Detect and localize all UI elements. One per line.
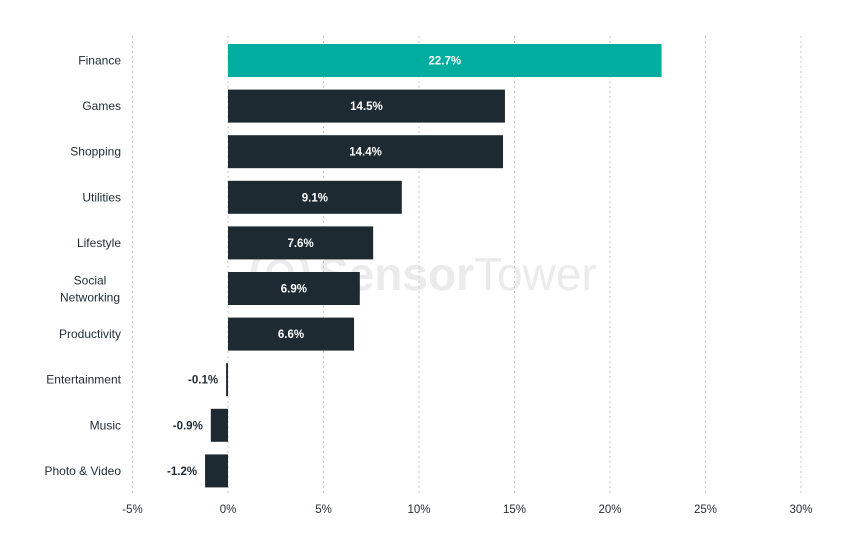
x-tick-label: 0% [220, 504, 237, 516]
x-tick-label: 20% [598, 504, 621, 516]
x-tick-label: 25% [694, 504, 717, 516]
bar-value-label: 14.4% [349, 147, 382, 159]
bars: 22.7% 14.5% 14.4% 9.1% 7.6% 6.9% 6.6% -0.1% -0.9… [167, 44, 662, 488]
bar-value-label: -1.2% [167, 466, 197, 478]
bar-value-label: -0.9% [173, 420, 203, 432]
category-label: Utilities [82, 190, 121, 204]
category-label: Music [90, 418, 121, 432]
bar-value-label: 6.6% [278, 329, 304, 341]
bar [228, 180, 402, 214]
watermark-text-tower: Tower [474, 248, 597, 300]
bar [205, 454, 228, 488]
category-label: Entertainment [46, 373, 121, 387]
category-label: Social Networking [60, 274, 120, 305]
bar [228, 272, 360, 305]
x-tick-label: 15% [503, 504, 526, 516]
category-label-line: Social [74, 274, 107, 288]
bar-value-label: 22.7% [428, 56, 461, 68]
bar [228, 89, 505, 123]
x-tick-label: 10% [407, 504, 430, 516]
category-label: Photo & Video [44, 464, 121, 478]
bar-value-label: 9.1% [302, 192, 328, 204]
category-labels: Finance Games Shopping Utilities Lifestyle So… [44, 54, 121, 478]
bar [226, 363, 228, 397]
bar [228, 226, 374, 260]
x-axis-tick-labels: -5% 0% 5% 10% 15% 20% 25% 30% [122, 504, 812, 516]
x-tick-label: 5% [315, 504, 332, 516]
bar-value-label: -0.1% [188, 375, 218, 387]
bar [210, 408, 228, 442]
category-label: Finance [78, 54, 121, 68]
bar [228, 44, 662, 77]
category-label-line: Networking [60, 291, 120, 305]
category-label: Productivity [59, 327, 121, 341]
bar [228, 135, 504, 169]
bar [228, 317, 355, 351]
category-label: Games [82, 99, 121, 113]
bar-value-label: 7.6% [287, 238, 313, 250]
bar-value-label: 14.5% [350, 101, 383, 113]
category-label: Shopping [70, 145, 121, 159]
category-label: Lifestyle [77, 236, 121, 250]
x-tick-label: -5% [122, 504, 142, 516]
bar-value-label: 6.9% [281, 284, 307, 296]
x-tick-label: 30% [789, 504, 812, 516]
